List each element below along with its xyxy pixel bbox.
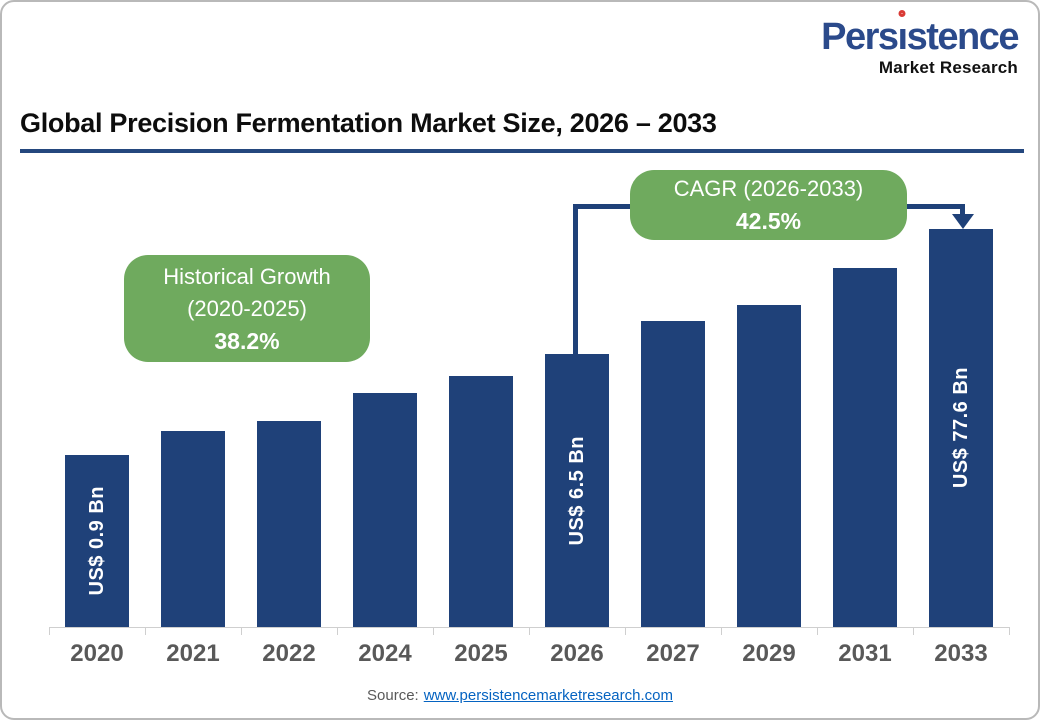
x-axis-label-2022: 2022 [262,640,316,667]
bar-2026: US$ 6.5 Bn [545,354,609,627]
cagr-line1: CAGR (2026-2033) [673,176,864,201]
source-label: Source: [367,687,419,704]
bar-slot-2022 [241,2,337,627]
bar-2025 [449,376,513,627]
logo-subtitle: Market Research [878,58,1018,77]
bar-value-label-2033: US$ 77.6 Bn [949,367,972,489]
axis-tick [625,627,626,635]
axis-tick [721,627,722,635]
x-axis-label-2020: 2020 [70,640,124,667]
pmr-logo: Pers ıstence Market Research [821,10,1020,77]
historical-growth-value: 38.2% [214,328,280,354]
bar-2022 [257,421,321,627]
bar-slot-2024 [337,2,433,627]
bar-2029 [737,305,801,627]
connector-line-2026 [573,204,578,354]
bar-slot-2027 [625,2,721,627]
logo-text-end: stence [906,16,1020,58]
arrow-down-icon [951,214,974,229]
logo-letter-i: ı [897,10,909,58]
axis-tick [1009,627,1010,635]
x-axis-label-2021: 2021 [166,640,220,667]
bar-slot-2031 [817,2,913,627]
bar-slot-2020: US$ 0.9 Bn [49,2,145,627]
historical-growth-callout: Historical Growth (2020-2025) 38.2% [124,255,370,362]
bar-chart: US$ 0.9 Bn US$ 6.5 Bn US$ 77.6 Bn 2020 2021… [49,2,1010,718]
x-axis-label-2026: 2026 [550,640,604,667]
logo-red-dot-icon [898,10,906,17]
historical-growth-line1: Historical Growth [163,264,331,289]
cagr-value: 42.5% [735,208,802,234]
x-axis-labels: 2020 2021 2022 2024 2025 2026 2027 2029 2031 2033 [49,640,1009,668]
logo-text-start: Pers [821,16,899,58]
bar-slot-2021 [145,2,241,627]
bar-slot-2033: US$ 77.6 Bn [913,2,1009,627]
historical-growth-line2: (2020-2025) [187,296,307,321]
source-link[interactable]: www.persistencemarketresearch.com [423,687,673,704]
chart-title: Global Precision Fermentation Market Siz… [20,108,717,138]
title-underline [20,149,1024,153]
bar-2031 [833,268,897,627]
x-axis-label-2024: 2024 [358,640,412,667]
x-axis-label-2033: 2033 [934,640,988,667]
axis-tick [49,627,50,635]
bar-slot-2025 [433,2,529,627]
axis-tick [241,627,242,635]
x-axis-label-2025: 2025 [454,640,508,667]
connector-line-to-2033 [905,204,965,209]
cagr-callout: CAGR (2026-2033) 42.5% [630,170,907,240]
x-axis-label-2029: 2029 [742,640,796,667]
bar-2027 [641,321,705,627]
bar-2020: US$ 0.9 Bn [65,455,129,627]
axis-tick [529,627,530,635]
axis-tick [145,627,146,635]
bars-container: US$ 0.9 Bn US$ 6.5 Bn US$ 77.6 Bn [49,2,1009,627]
connector-arrow-shaft [960,204,965,216]
bar-2033: US$ 77.6 Bn [929,229,993,627]
x-axis-label-2027: 2027 [646,640,700,667]
axis-tick [913,627,914,635]
axis-tick [817,627,818,635]
logo-wordmark: Pers ıstence [821,10,1020,58]
connector-line-to-cagr-box [573,204,633,209]
bar-value-label-2026: US$ 6.5 Bn [565,435,588,546]
axis-tick [433,627,434,635]
bar-slot-2029 [721,2,817,627]
bar-slot-2026: US$ 6.5 Bn [529,2,625,627]
bar-value-label-2020: US$ 0.9 Bn [85,486,108,596]
bar-2024 [353,393,417,627]
logo-dotless-i: ı [897,16,909,58]
source-line: Source: www.persistencemarketresearch.com [2,687,1038,704]
bar-2021 [161,431,225,627]
x-axis-label-2031: 2031 [838,640,892,667]
axis-tick [337,627,338,635]
